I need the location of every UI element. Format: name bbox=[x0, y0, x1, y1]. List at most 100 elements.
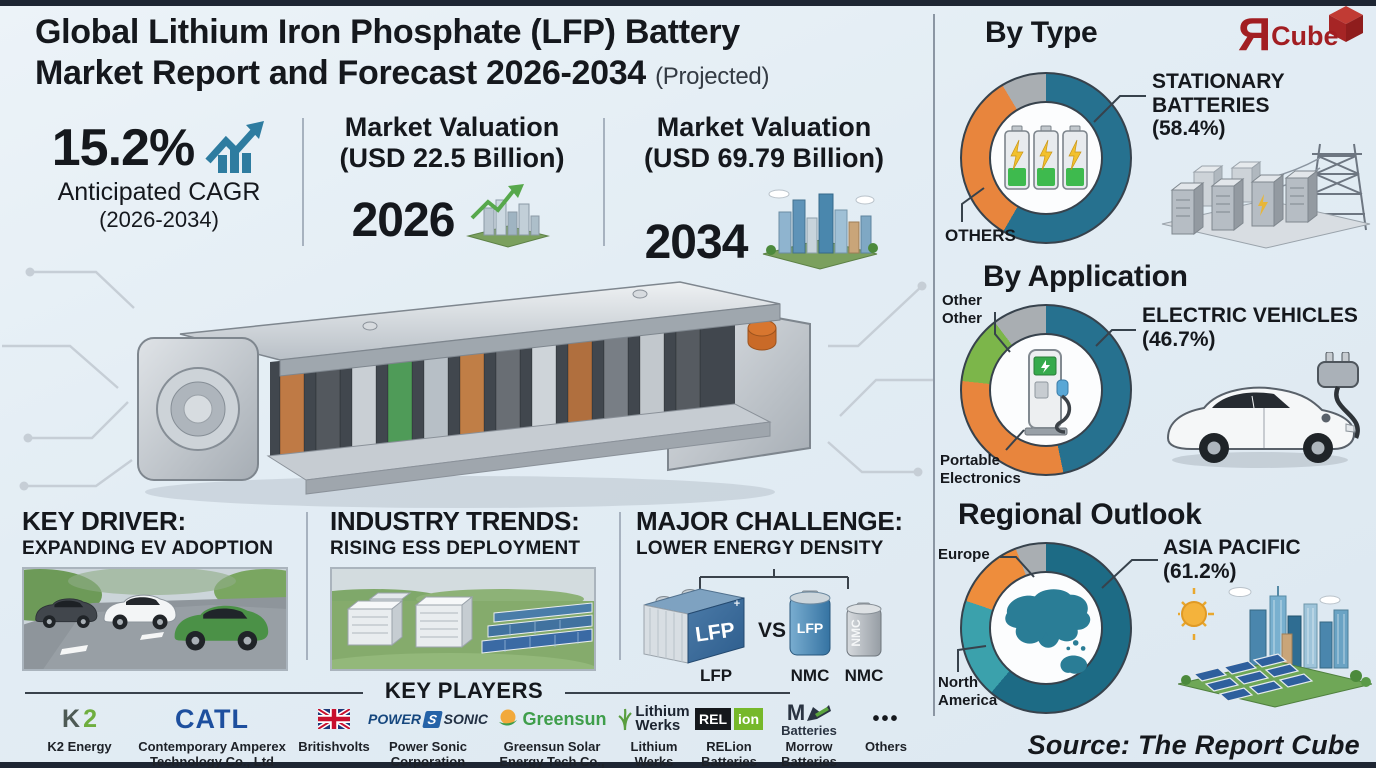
title-projected: (Projected) bbox=[655, 63, 770, 91]
stat-2026: Market Valuation (USD 22.5 Billion) 2026 bbox=[316, 112, 588, 248]
by-application-donut-chart bbox=[960, 304, 1132, 476]
ap-pct: (61.2%) bbox=[1163, 559, 1237, 583]
other-line2: Other bbox=[942, 310, 983, 328]
stats-divider-2 bbox=[603, 118, 605, 246]
section-key-driver: KEY DRIVER: EXPANDING EV ADOPTION bbox=[22, 506, 290, 671]
morrow-logo: M Batteries bbox=[768, 701, 850, 737]
relion-logo: REL ion bbox=[690, 701, 768, 737]
top-edge-strip bbox=[0, 0, 1376, 6]
player-label: Greensun Solar Energy Tech Co., Ltd bbox=[499, 739, 605, 768]
ev-car-illustration bbox=[1166, 352, 1360, 468]
player-britishvolts: Britishvolts bbox=[298, 701, 370, 755]
bottom-divider-1 bbox=[306, 512, 308, 660]
sonic-text: SONIC bbox=[443, 711, 488, 727]
lithium-werks-logo: Lithium Werks bbox=[618, 701, 690, 737]
portable-line2: Electronics bbox=[940, 470, 1021, 488]
year-2034: 2034 bbox=[644, 216, 749, 269]
brand-cube-text: Cube bbox=[1271, 21, 1339, 52]
mv-2026-amount: 22.5 Billion bbox=[412, 143, 556, 173]
lfp-battery-cutaway-illustration bbox=[137, 281, 811, 508]
ess-deployment-photo bbox=[330, 567, 596, 671]
player-label: Lithium Werks bbox=[630, 739, 678, 768]
morrow-m: M bbox=[786, 699, 806, 725]
greensun-logo: Greensun bbox=[488, 701, 616, 737]
cagr-value: 15.2% bbox=[51, 119, 195, 177]
player-greensun: Greensun Greensun Solar Energy Tech Co.,… bbox=[488, 701, 616, 768]
sidebar-divider bbox=[933, 14, 935, 716]
europe-label: Europe bbox=[938, 546, 990, 563]
ellipsis-icon: ••• bbox=[852, 701, 920, 737]
ev-pct: (46.7%) bbox=[1142, 327, 1216, 351]
others-label: OTHERS bbox=[945, 226, 1016, 245]
vs-text: VS bbox=[758, 619, 786, 642]
power-text: POWER bbox=[368, 711, 421, 727]
year-2026: 2026 bbox=[351, 194, 456, 247]
grid-storage-illustration bbox=[1161, 143, 1371, 249]
stationary-line1: STATIONARY bbox=[1152, 70, 1285, 93]
pack-plus-sign: + bbox=[734, 598, 740, 610]
key-players-rule-right bbox=[565, 692, 790, 694]
uk-flag-icon bbox=[298, 701, 370, 737]
asia-pacific-label: ASIA PACIFIC (61.2%) bbox=[1163, 536, 1301, 583]
dots-text: ••• bbox=[872, 707, 900, 730]
lfp-vs-nmc-illustration: LFP + VS LFP NMC LFP NMC NMC bbox=[643, 569, 883, 685]
k2-letter-2: 2 bbox=[83, 704, 97, 733]
cylinder-lfp-text: LFP bbox=[797, 620, 823, 636]
caption-nmc-1: NMC bbox=[791, 666, 830, 685]
by-application-heading: By Application bbox=[983, 260, 1188, 293]
brand-r: Я bbox=[1238, 8, 1272, 60]
player-power-sonic: POWER S SONIC Power Sonic Corporation bbox=[368, 701, 488, 768]
cagr-label: Anticipated CAGR bbox=[57, 178, 261, 206]
industry-trends-title: INDUSTRY TRENDS: bbox=[330, 506, 580, 536]
morrow-flag-icon bbox=[807, 704, 832, 721]
morrow-batteries-text: Batteries bbox=[781, 722, 837, 738]
na-line2: America bbox=[938, 692, 998, 710]
mv-2026-suffix: ) bbox=[555, 143, 565, 173]
circuit-traces bbox=[2, 267, 933, 491]
stationary-line2: BATTERIES bbox=[1152, 93, 1270, 117]
portable-line1: Portable bbox=[940, 452, 1001, 469]
regional-donut-hole bbox=[989, 571, 1103, 685]
north-america-label: North America bbox=[938, 674, 997, 711]
greensun-wordmark: Greensun bbox=[522, 708, 607, 729]
industry-trends-subtitle: RISING ESS DEPLOYMENT bbox=[330, 538, 581, 559]
player-label: Others bbox=[865, 739, 907, 754]
ap-line1: ASIA PACIFIC bbox=[1163, 536, 1301, 559]
stats-divider-1 bbox=[302, 118, 304, 246]
title-line1: Global Lithium Iron Phosphate (LFP) Batt… bbox=[35, 13, 740, 51]
mv-2034-value: (USD 69.79 Billion) bbox=[618, 143, 910, 174]
cagr-range: (2026-2034) bbox=[99, 207, 219, 232]
player-label: Britishvolts bbox=[298, 739, 370, 754]
cylinder-nmc-text: NMC bbox=[849, 619, 863, 647]
city-growth-2026-icon bbox=[466, 184, 551, 248]
stationary-pct: (58.4%) bbox=[1152, 117, 1226, 141]
brand-logo: Я Cube bbox=[1238, 8, 1339, 60]
ion-text: ion bbox=[734, 708, 763, 730]
ev-line1: ELECTRIC VEHICLES bbox=[1142, 304, 1358, 327]
sun-leaf-icon bbox=[499, 709, 518, 726]
by-type-donut-chart bbox=[960, 72, 1132, 244]
regional-donut-chart bbox=[960, 542, 1132, 714]
mv-2026-heading: Market Valuation bbox=[344, 112, 560, 142]
player-label: Power Sonic Corporation bbox=[388, 739, 468, 768]
section-industry-trends: INDUSTRY TRENDS: RISING ESS DEPLOYMENT bbox=[330, 506, 598, 671]
growth-chart-icon bbox=[205, 121, 265, 173]
bottom-divider-2 bbox=[619, 512, 621, 660]
player-label: K2 Energy bbox=[47, 739, 112, 754]
catl-wordmark: CATL bbox=[175, 703, 249, 734]
regional-outlook-heading: Regional Outlook bbox=[958, 498, 1202, 531]
key-driver-title: KEY DRIVER: bbox=[22, 506, 186, 536]
player-label: RELion Batteries bbox=[701, 739, 757, 768]
other-line1: Other bbox=[942, 292, 983, 309]
catl-logo: CATL bbox=[128, 701, 296, 737]
stat-cagr: 15.2% Anticipated CAGR (2026-2034) bbox=[26, 118, 292, 233]
title-line2: Market Report and Forecast 2026-2034 bbox=[35, 54, 646, 93]
na-line1: North bbox=[938, 674, 978, 691]
player-relion: REL ion RELion Batteries bbox=[690, 701, 768, 768]
mv-2034-suffix: ) bbox=[875, 143, 885, 173]
key-players-rule-left bbox=[25, 692, 363, 694]
player-others: ••• Others bbox=[852, 701, 920, 755]
by-type-donut-hole bbox=[989, 101, 1103, 215]
